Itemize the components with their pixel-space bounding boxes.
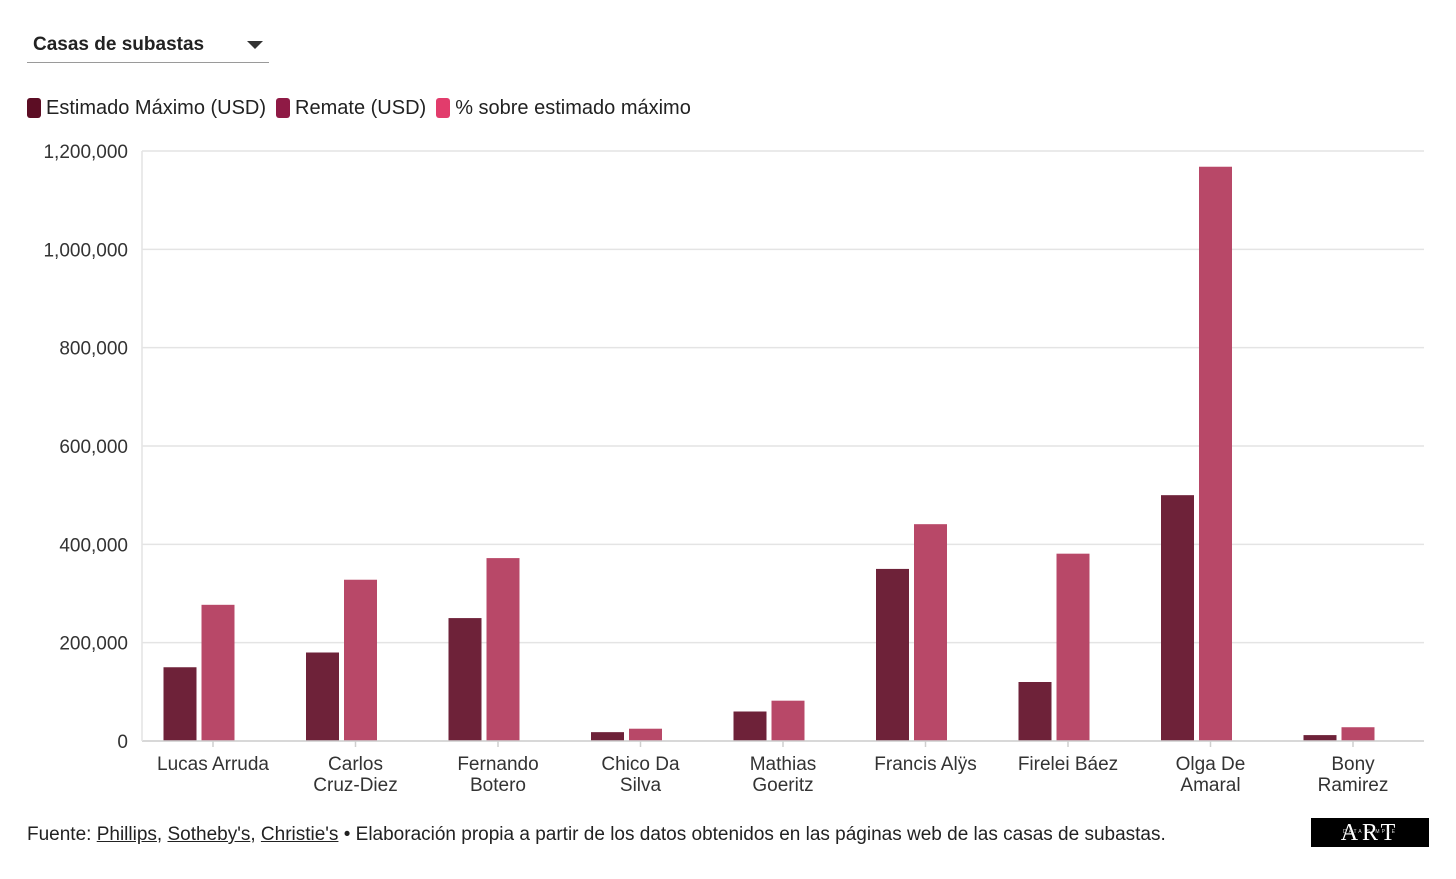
source-link-christies[interactable]: Christie's xyxy=(260,824,339,845)
y-tick-label: 1,200,000 xyxy=(43,142,128,163)
x-category-label: Mathias Goeritz xyxy=(750,754,817,796)
bar-remate[interactable] xyxy=(629,728,662,741)
bar-estimado[interactable] xyxy=(448,618,482,741)
bar-remate[interactable] xyxy=(1056,553,1090,741)
x-category-label: Olga De Amaral xyxy=(1176,754,1246,796)
source-link-sothebys[interactable]: Sotheby's xyxy=(167,824,251,845)
bar-remate[interactable] xyxy=(486,558,520,741)
bar-remate[interactable] xyxy=(1199,166,1232,741)
art-data-simple-logo: ART DATA SIMPLE xyxy=(1311,818,1429,847)
x-category-label: Chico Da Silva xyxy=(601,754,680,796)
x-axis: Lucas Arruda Carlos Cruz-Diez Fernando Boter… xyxy=(141,151,1424,796)
y-tick-label: 0 xyxy=(117,732,128,753)
legend-label-porcentaje: % sobre estimado máximo xyxy=(455,96,691,119)
bar-remate[interactable] xyxy=(344,579,377,741)
logo-subtext: DATA SIMPLE xyxy=(1342,829,1398,835)
x-category-label: Lucas Arruda xyxy=(157,754,269,775)
chevron-down-icon[interactable] xyxy=(247,41,263,49)
auction-house-dropdown[interactable]: Casas de subastas xyxy=(27,26,269,63)
footer-prefix: Fuente: xyxy=(27,824,97,845)
legend-item-porcentaje[interactable]: % sobre estimado máximo xyxy=(436,97,691,120)
bar-estimado[interactable] xyxy=(1303,735,1337,741)
bar-estimado[interactable] xyxy=(163,667,197,741)
bar-estimado[interactable] xyxy=(733,711,767,742)
legend-swatch-estimado xyxy=(27,98,41,118)
y-tick-label: 800,000 xyxy=(59,339,128,360)
legend-item-remate[interactable]: Remate (USD) xyxy=(276,97,426,120)
y-tick-label: 600,000 xyxy=(59,437,128,458)
bar-remate[interactable] xyxy=(1341,727,1375,741)
x-category-label: Bony Ramirez xyxy=(1318,754,1389,796)
bar-remate[interactable] xyxy=(914,524,947,741)
bar-estimado[interactable] xyxy=(591,732,624,741)
x-category-label: Fernando Botero xyxy=(457,754,538,796)
legend-label-estimado: Estimado Máximo (USD) xyxy=(46,96,267,119)
bar-remate[interactable] xyxy=(201,604,235,741)
bars xyxy=(163,166,1375,742)
legend-swatch-porcentaje xyxy=(436,98,451,118)
footer-suffix: • Elaboración propia a partir de los dat… xyxy=(338,824,1166,845)
y-tick-label: 200,000 xyxy=(59,634,128,655)
x-category-label: Firelei Báez xyxy=(1018,754,1118,775)
bar-estimado[interactable] xyxy=(1161,495,1194,741)
x-category-label: Carlos Cruz-Diez xyxy=(313,754,397,796)
source-footer: Fuente: Phillips, Sotheby's, Christie's … xyxy=(27,824,1166,846)
footer-separator-1: , xyxy=(156,824,168,845)
legend-swatch-remate xyxy=(276,98,291,118)
chart-legend: Estimado Máximo (USD) Remate (USD) % sob… xyxy=(27,95,701,121)
bar-remate[interactable] xyxy=(771,700,805,741)
legend-label-remate: Remate (USD) xyxy=(295,96,427,119)
logo-text: ART xyxy=(1340,819,1400,846)
bar-chart: 0 200,000 400,000 600,000 800,000 1,000,000 1,… xyxy=(43,142,1424,796)
source-link-phillips[interactable]: Phillips xyxy=(96,824,157,845)
bar-estimado[interactable] xyxy=(1018,682,1052,741)
bar-estimado[interactable] xyxy=(306,652,339,742)
bar-estimado[interactable] xyxy=(876,568,909,741)
dropdown-label: Casas de subastas xyxy=(33,34,205,55)
y-tick-label: 400,000 xyxy=(59,535,128,556)
y-axis-ticks: 0 200,000 400,000 600,000 800,000 1,000,000 1,… xyxy=(43,142,128,753)
x-category-label: Francis Alÿs xyxy=(874,754,976,775)
y-tick-label: 1,000,000 xyxy=(43,240,128,261)
footer-separator-2: , xyxy=(250,824,261,845)
legend-item-estimado[interactable]: Estimado Máximo (USD) xyxy=(27,97,266,120)
